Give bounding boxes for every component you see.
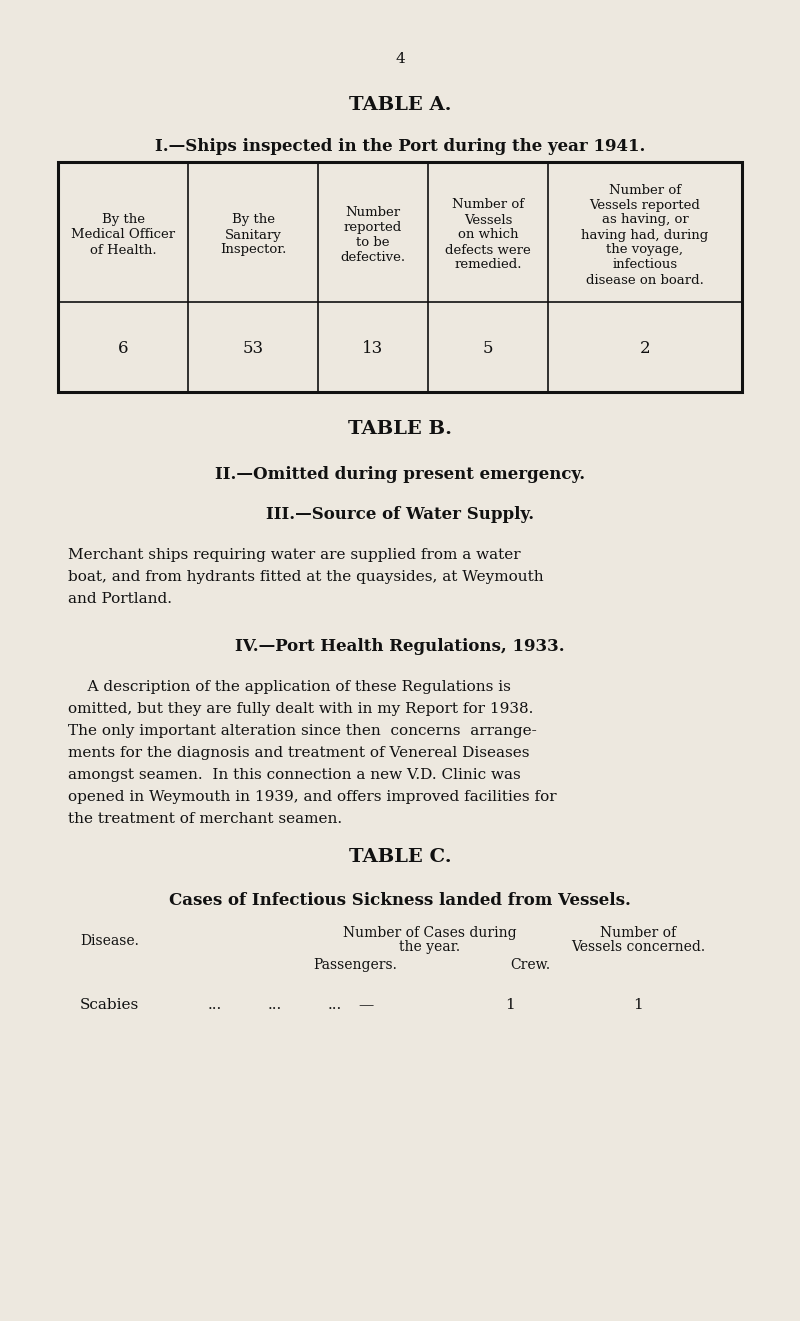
Text: —: —: [358, 997, 374, 1012]
Text: Sanitary: Sanitary: [225, 229, 282, 242]
Text: Medical Officer: Medical Officer: [71, 229, 175, 242]
Text: defective.: defective.: [341, 251, 406, 264]
Text: the year.: the year.: [399, 941, 461, 954]
Text: By the: By the: [231, 214, 274, 226]
Text: IV.—Port Health Regulations, 1933.: IV.—Port Health Regulations, 1933.: [235, 638, 565, 655]
Text: Vessels: Vessels: [464, 214, 512, 226]
Text: Number of: Number of: [600, 926, 676, 941]
Text: I.—Ships inspected in the Port during the year 1941.: I.—Ships inspected in the Port during th…: [155, 137, 645, 155]
Text: Merchant ships requiring water are supplied from a water: Merchant ships requiring water are suppl…: [68, 548, 521, 561]
Text: opened in Weymouth in 1939, and offers improved facilities for: opened in Weymouth in 1939, and offers i…: [68, 790, 557, 804]
Text: Scabies: Scabies: [80, 997, 139, 1012]
Text: Vessels concerned.: Vessels concerned.: [571, 941, 705, 954]
Text: 53: 53: [242, 339, 263, 357]
Text: of Health.: of Health.: [90, 243, 156, 256]
Text: Number of Cases during: Number of Cases during: [343, 926, 517, 941]
Text: ...: ...: [268, 997, 282, 1012]
Text: ...: ...: [208, 997, 222, 1012]
Text: amongst seamen.  In this connection a new V.D. Clinic was: amongst seamen. In this connection a new…: [68, 768, 521, 782]
Text: Number of: Number of: [609, 184, 681, 197]
Text: on which: on which: [458, 229, 518, 242]
Text: 1: 1: [633, 997, 643, 1012]
Text: defects were: defects were: [445, 243, 531, 256]
Text: TABLE A.: TABLE A.: [349, 96, 451, 114]
Text: omitted, but they are fully dealt with in my Report for 1938.: omitted, but they are fully dealt with i…: [68, 701, 534, 716]
Text: Cases of Infectious Sickness landed from Vessels.: Cases of Infectious Sickness landed from…: [169, 892, 631, 909]
Text: disease on board.: disease on board.: [586, 273, 704, 287]
Text: III.—Source of Water Supply.: III.—Source of Water Supply.: [266, 506, 534, 523]
Text: as having, or: as having, or: [602, 214, 688, 226]
Text: having had, during: having had, during: [582, 229, 709, 242]
Text: ments for the diagnosis and treatment of Venereal Diseases: ments for the diagnosis and treatment of…: [68, 746, 530, 760]
Text: Number: Number: [346, 206, 401, 219]
Text: TABLE C.: TABLE C.: [349, 848, 451, 867]
Text: The only important alteration since then  concerns  arrange-: The only important alteration since then…: [68, 724, 537, 738]
Text: reported: reported: [344, 221, 402, 234]
Text: the voyage,: the voyage,: [606, 243, 683, 256]
Text: Crew.: Crew.: [510, 958, 550, 972]
Text: Passengers.: Passengers.: [313, 958, 397, 972]
Text: Number of: Number of: [452, 198, 524, 211]
Text: the treatment of merchant seamen.: the treatment of merchant seamen.: [68, 812, 342, 826]
Text: 1: 1: [505, 997, 515, 1012]
Text: Vessels reported: Vessels reported: [590, 198, 701, 211]
Text: ...: ...: [328, 997, 342, 1012]
Text: remedied.: remedied.: [454, 259, 522, 272]
Text: 2: 2: [640, 339, 650, 357]
Text: 13: 13: [362, 339, 384, 357]
Text: infectious: infectious: [613, 259, 678, 272]
Text: 5: 5: [482, 339, 494, 357]
Text: boat, and from hydrants fitted at the quaysides, at Weymouth: boat, and from hydrants fitted at the qu…: [68, 569, 544, 584]
Text: to be: to be: [356, 236, 390, 248]
Text: Disease.: Disease.: [80, 934, 139, 948]
Text: By the: By the: [102, 214, 145, 226]
Text: TABLE B.: TABLE B.: [348, 420, 452, 439]
Text: Inspector.: Inspector.: [220, 243, 286, 256]
Text: 4: 4: [395, 52, 405, 66]
Text: 6: 6: [118, 339, 128, 357]
Text: A description of the application of these Regulations is: A description of the application of thes…: [68, 680, 511, 694]
Bar: [58, 162, 742, 392]
Text: II.—Omitted during present emergency.: II.—Omitted during present emergency.: [215, 466, 585, 483]
Text: and Portland.: and Portland.: [68, 592, 172, 606]
